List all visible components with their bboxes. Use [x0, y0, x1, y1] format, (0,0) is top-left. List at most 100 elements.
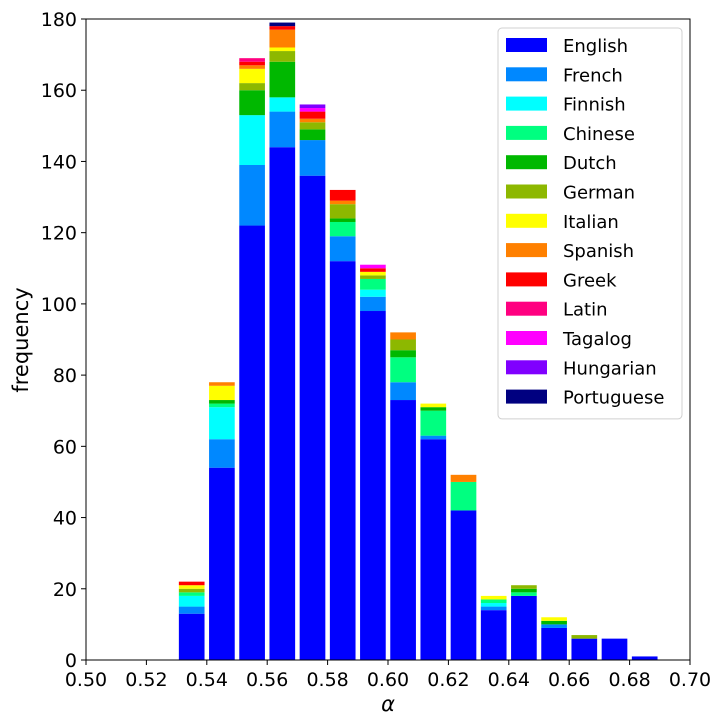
bar-segment-english [329, 261, 356, 660]
x-tick-label: 0.62 [427, 669, 469, 691]
x-tick-label: 0.58 [306, 669, 348, 691]
legend-label: French [563, 65, 623, 86]
x-axis-label: α [381, 692, 395, 716]
x-tick-label: 0.60 [367, 669, 409, 691]
x-tick-label: 0.50 [65, 669, 107, 691]
bar-segment-german [178, 588, 205, 593]
legend-label: Spanish [563, 241, 634, 262]
bar-segment-chinese [390, 357, 416, 383]
bar-segment-german [239, 83, 265, 91]
x-tick-label: 0.70 [669, 669, 711, 691]
x-tick-label: 0.64 [488, 669, 530, 691]
legend-item-portuguese: Portuguese [506, 388, 664, 409]
legend-label: Greek [563, 270, 617, 291]
bar-stack [390, 332, 416, 660]
bar-segment-italian [541, 617, 567, 621]
bar-stack [329, 189, 356, 660]
bar-segment-greek [360, 268, 386, 272]
bar-segment-german [299, 122, 326, 130]
bar-segment-english [571, 638, 598, 660]
legend-item-english: English [506, 36, 628, 57]
bar-segment-finnish [209, 407, 235, 440]
bar-segment-french [420, 435, 447, 440]
bar-segment-italian [420, 403, 447, 408]
bar-segment-italian [269, 47, 296, 52]
bar-segment-english [420, 439, 447, 660]
bar-stack [571, 635, 598, 660]
y-tick-label: 180 [41, 9, 77, 31]
bar-segment-spanish [239, 65, 265, 69]
legend-item-german: German [506, 183, 635, 204]
bar-segment-chinese [420, 410, 447, 436]
bar-segment-dutch [541, 620, 567, 625]
bar-stack [631, 656, 658, 660]
legend-item-french: French [506, 65, 623, 86]
legend-item-chinese: Chinese [506, 124, 635, 145]
bar-segment-tagalog [299, 108, 326, 112]
bar-stack [420, 403, 447, 660]
y-axis-ticks: 0 20 40 60 80 100 120 140 160 180 [41, 9, 86, 672]
x-axis-ticks: 0.50 0.52 0.54 0.56 0.58 0.60 0.62 0.64 0.66 0.68… [65, 660, 711, 691]
bar-segment-tagalog [360, 264, 386, 269]
bar-segment-german [571, 635, 598, 639]
bar-segment-greek [299, 111, 326, 119]
legend-label: Chinese [563, 124, 635, 145]
y-tick-label: 160 [41, 80, 77, 102]
legend-item-finnish: Finnish [506, 95, 626, 116]
y-axis-label: frequency [9, 287, 33, 392]
bar-segment-english [450, 510, 477, 660]
bar-stack [209, 382, 235, 660]
x-tick-label: 0.54 [186, 669, 228, 691]
legend-swatch [506, 38, 547, 52]
bar-segment-french [299, 140, 326, 176]
bar-segment-spanish [450, 474, 477, 482]
bar-segment-german [360, 275, 386, 279]
bar-segment-english [269, 147, 296, 660]
bar-segment-italian [239, 68, 265, 84]
bar-stack [541, 617, 567, 660]
legend-item-dutch: Dutch [506, 153, 617, 174]
legend-label: Portuguese [563, 388, 664, 409]
x-tick-label: 0.56 [246, 669, 288, 691]
legend-swatch [506, 155, 547, 170]
legend-label: Hungarian [563, 358, 657, 379]
bar-segment-dutch [209, 400, 235, 404]
bar-segment-finnish [360, 289, 386, 297]
bar-segment-chinese [511, 592, 537, 596]
legend-swatch [506, 184, 547, 199]
bar-segment-spanish [209, 382, 235, 386]
legend: English French Finnish Chinese Dutch German It… [497, 27, 683, 420]
bar-segment-spanish [269, 29, 296, 48]
bar-segment-chinese [480, 599, 507, 604]
legend-item-hungarian: Hungarian [506, 358, 657, 379]
bar-segment-italian [480, 595, 507, 600]
legend-swatch [506, 272, 547, 287]
legend-swatch [506, 301, 547, 316]
bar-segment-italian [360, 271, 386, 276]
bar-stack [601, 638, 628, 660]
legend-label: English [563, 36, 628, 57]
bar-segment-dutch [420, 407, 447, 411]
x-tick-label: 0.68 [608, 669, 650, 691]
bar-segment-french [239, 165, 265, 226]
bar-segment-italian [209, 385, 235, 401]
bar-segment-english [178, 613, 205, 660]
bar-segment-dutch [329, 218, 356, 222]
bar-segment-dutch [239, 90, 265, 116]
y-tick-label: 100 [41, 294, 77, 316]
bar-segment-dutch [390, 350, 416, 358]
bar-segment-german [269, 51, 296, 62]
bar-segment-french [269, 111, 296, 148]
bar-segment-french [390, 382, 416, 401]
bar-segment-english [511, 595, 537, 660]
bar-segment-english [209, 467, 235, 660]
bar-segment-french [541, 624, 567, 628]
bar-segment-chinese [450, 481, 477, 511]
bar-segment-hungarian [299, 104, 326, 109]
bar-stack [299, 104, 326, 660]
bar-stack [450, 474, 477, 660]
bar-stack [360, 264, 386, 660]
bar-segment-greek [178, 581, 205, 586]
bar-segment-italian [178, 585, 205, 589]
y-tick-label: 120 [41, 223, 77, 245]
